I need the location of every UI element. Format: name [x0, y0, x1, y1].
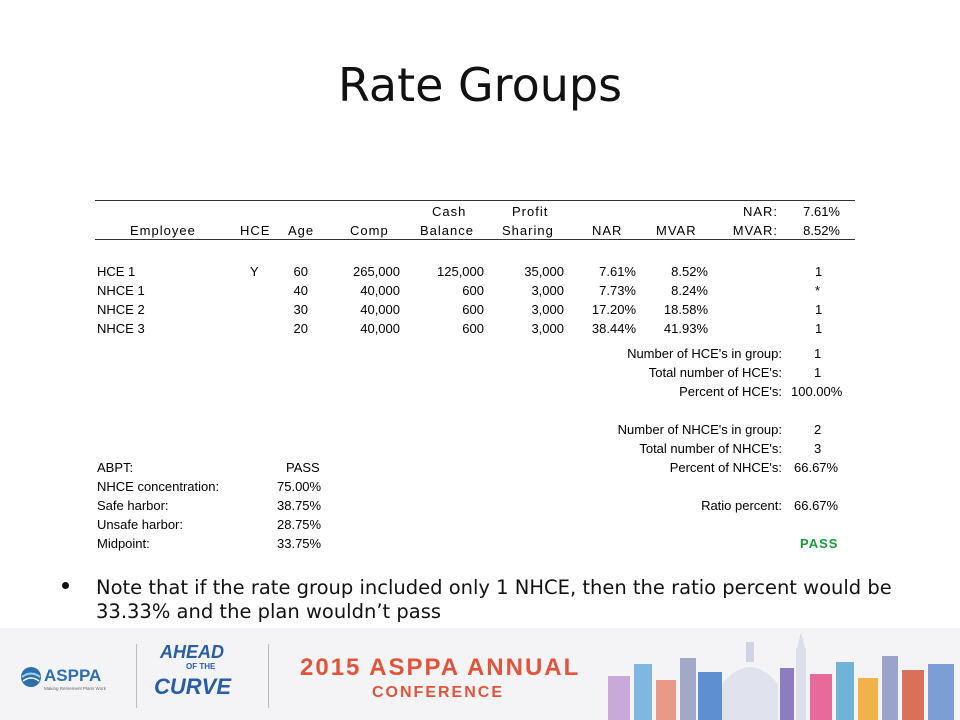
- ratio-test-result: PASS: [800, 536, 839, 551]
- header-employee: Employee: [130, 223, 196, 238]
- row-employee: NHCE 2: [97, 302, 145, 317]
- row-flag: 1: [815, 264, 823, 279]
- header-mvar: MVAR: [656, 223, 697, 238]
- conference-subtitle: CONFERENCE: [372, 684, 505, 701]
- row-flag: 1: [815, 302, 823, 317]
- row-nar: 17.20%: [591, 302, 636, 317]
- summary-label: Total number of NHCE's:: [639, 441, 782, 456]
- abpt-label: NHCE concentration:: [97, 479, 220, 494]
- city-skyline-illustration: [600, 628, 960, 720]
- summary-value: 1: [814, 346, 822, 361]
- row-hce: Y: [250, 264, 259, 279]
- abpt-label: Unsafe harbor:: [97, 517, 183, 532]
- conference-footer: ASPPA Making Retirement Plans Work AHEAD…: [0, 628, 960, 720]
- summary-value: 3: [814, 441, 822, 456]
- slide-title: Rate Groups: [337, 58, 623, 112]
- abpt-value: 38.75%: [277, 498, 322, 513]
- ahead-text: AHEAD: [160, 642, 225, 662]
- row-sharing: 3,000: [531, 283, 564, 298]
- footer-divider: [268, 644, 269, 708]
- table-top-rule: [95, 200, 855, 201]
- header-cash: Cash: [432, 204, 467, 219]
- header-nar-label: NAR:: [742, 204, 778, 219]
- summary-label: Percent of HCE's:: [679, 384, 782, 399]
- curve-text: CURVE: [154, 674, 232, 699]
- row-sharing: 3,000: [531, 302, 564, 317]
- row-age: 30: [293, 302, 308, 317]
- header-hce: HCE: [240, 223, 271, 238]
- asppa-globe-icon: [21, 667, 41, 687]
- row-flag: *: [815, 283, 821, 298]
- header-age: Age: [288, 223, 315, 238]
- header-profit: Profit: [512, 204, 549, 219]
- summary-label: Total number of HCE's:: [648, 365, 782, 380]
- summary-label: Number of NHCE's in group:: [617, 422, 782, 437]
- row-comp: 40,000: [360, 283, 400, 298]
- row-mvar: 8.24%: [671, 283, 708, 298]
- abpt-value: PASS: [286, 460, 320, 475]
- asppa-name: ASPPA: [44, 666, 102, 685]
- row-age: 60: [293, 264, 308, 279]
- row-balance: 600: [462, 283, 484, 298]
- row-age: 20: [293, 321, 308, 336]
- row-balance: 600: [462, 321, 484, 336]
- summary-label: Percent of NHCE's:: [669, 460, 782, 475]
- header-sharing: Sharing: [502, 223, 554, 238]
- summary-label: Ratio percent:: [701, 498, 782, 513]
- summary-value: 100.00%: [791, 384, 843, 399]
- summary-value: 2: [814, 422, 822, 437]
- bullet-dot: [62, 582, 69, 589]
- header-comp: Comp: [350, 223, 389, 238]
- bullet-text: Note that if the rate group included onl…: [96, 576, 892, 623]
- row-comp: 40,000: [360, 321, 400, 336]
- header-balance: Balance: [420, 223, 474, 238]
- row-nar: 7.61%: [599, 264, 636, 279]
- abpt-value: 28.75%: [277, 517, 322, 532]
- summary-value: 1: [814, 365, 822, 380]
- row-age: 40: [293, 283, 308, 298]
- footer-divider: [136, 644, 137, 708]
- row-comp: 40,000: [360, 302, 400, 317]
- row-nar: 7.73%: [599, 283, 636, 298]
- asppa-logo: ASPPA Making Retirement Plans Work: [20, 664, 130, 704]
- row-flag: 1: [815, 321, 823, 336]
- of-the-text: OF THE: [186, 662, 216, 671]
- summary-value: 66.67%: [794, 498, 839, 513]
- row-nar: 38.44%: [591, 321, 636, 336]
- row-balance: 125,000: [437, 264, 484, 279]
- asppa-tagline: Making Retirement Plans Work: [44, 686, 106, 691]
- row-employee: NHCE 1: [97, 283, 145, 298]
- summary-label: Number of HCE's in group:: [627, 346, 782, 361]
- header-mvar-label: MVAR:: [732, 223, 778, 238]
- header-nar-value: 7.61%: [803, 204, 840, 219]
- summary-value: 66.67%: [794, 460, 839, 475]
- row-mvar: 18.58%: [663, 302, 708, 317]
- row-employee: NHCE 3: [97, 321, 145, 336]
- abpt-value: 75.00%: [277, 479, 322, 494]
- ahead-of-the-curve-logo: AHEAD OF THE CURVE: [150, 634, 250, 718]
- row-comp: 265,000: [353, 264, 400, 279]
- row-mvar: 41.93%: [663, 321, 708, 336]
- abpt-label: Midpoint:: [97, 536, 150, 551]
- row-balance: 600: [462, 302, 484, 317]
- row-sharing: 3,000: [531, 321, 564, 336]
- abpt-value: 33.75%: [277, 536, 322, 551]
- header-mvar-value: 8.52%: [803, 223, 840, 238]
- header-nar: NAR: [592, 223, 623, 238]
- row-mvar: 8.52%: [671, 264, 708, 279]
- abpt-label: Safe harbor:: [97, 498, 169, 513]
- row-employee: HCE 1: [97, 264, 136, 279]
- conference-title: 2015 ASPPA ANNUAL: [300, 654, 581, 681]
- table-header-rule: [95, 239, 855, 240]
- row-sharing: 35,000: [524, 264, 564, 279]
- abpt-label: ABPT:: [97, 460, 134, 475]
